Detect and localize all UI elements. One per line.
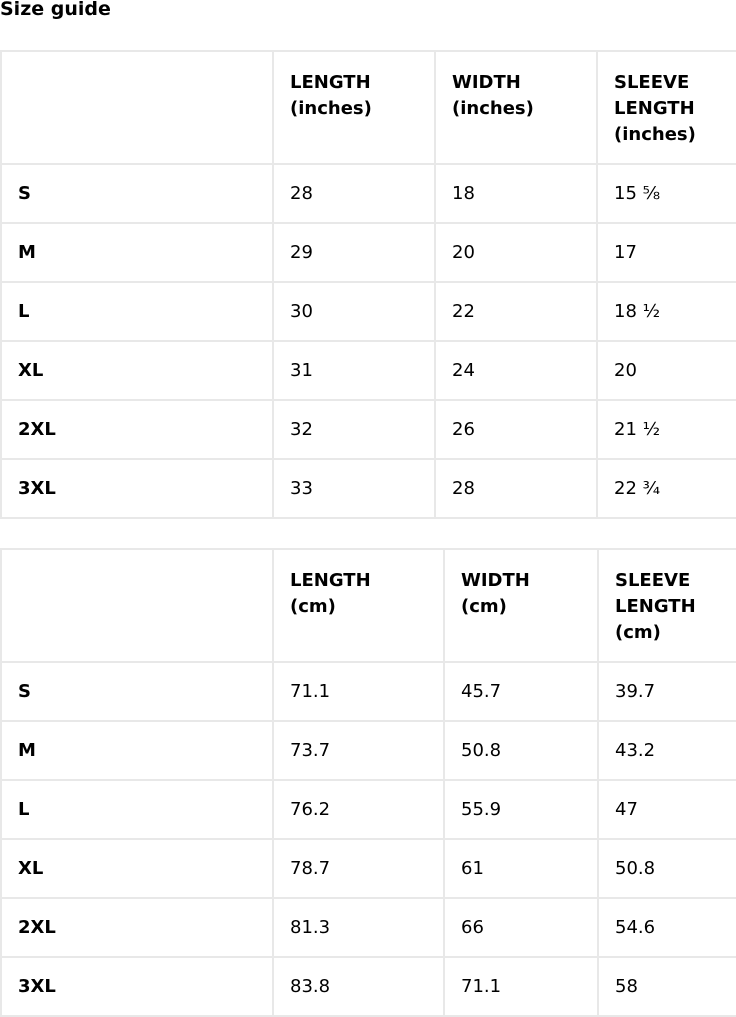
- measurement-cell: 71.1: [272, 661, 445, 722]
- measurement-cell: 50.8: [597, 838, 736, 899]
- column-header: LENGTH (cm): [272, 548, 445, 663]
- size-label: S: [0, 163, 274, 224]
- measurement-cell: 31: [272, 340, 436, 401]
- header-row: LENGTH (cm) WIDTH (cm) SLEEVE LENGTH (cm): [0, 548, 736, 663]
- measurement-cell: 22 ¾: [596, 458, 736, 519]
- measurement-cell: 55.9: [443, 779, 599, 840]
- measurement-cell: 58: [597, 956, 736, 1017]
- measurement-cell: 71.1: [443, 956, 599, 1017]
- size-label: 3XL: [0, 956, 274, 1017]
- measurement-cell: 76.2: [272, 779, 445, 840]
- measurement-cell: 28: [434, 458, 598, 519]
- table-row: 3XL 33 28 22 ¾: [0, 458, 736, 519]
- table-row: S 28 18 15 ⅝: [0, 163, 736, 224]
- table-row: M 29 20 17: [0, 222, 736, 283]
- measurement-cell: 30: [272, 281, 436, 342]
- size-label: L: [0, 779, 274, 840]
- column-header: [0, 50, 274, 165]
- column-header: SLEEVE LENGTH (cm): [597, 548, 736, 663]
- column-header: [0, 548, 274, 663]
- measurement-cell: 15 ⅝: [596, 163, 736, 224]
- size-table-inches: LENGTH (inches) WIDTH (inches) SLEEVE LENGTH(…: [0, 50, 736, 519]
- measurement-cell: 78.7: [272, 838, 445, 899]
- table-row: S 71.1 45.7 39.7: [0, 661, 736, 722]
- measurement-cell: 22: [434, 281, 598, 342]
- size-label: 2XL: [0, 399, 274, 460]
- table-row: XL 78.7 61 50.8: [0, 838, 736, 899]
- measurement-cell: 43.2: [597, 720, 736, 781]
- size-label: M: [0, 720, 274, 781]
- measurement-cell: 66: [443, 897, 599, 958]
- measurement-cell: 24: [434, 340, 598, 401]
- table-row: 2XL 81.3 66 54.6: [0, 897, 736, 958]
- measurement-cell: 50.8: [443, 720, 599, 781]
- size-label: 2XL: [0, 897, 274, 958]
- column-header: SLEEVE LENGTH (inches): [596, 50, 736, 165]
- table-row: M 73.7 50.8 43.2: [0, 720, 736, 781]
- measurement-cell: 61: [443, 838, 599, 899]
- page-title: Size guide: [0, 0, 111, 20]
- column-header: LENGTH (inches): [272, 50, 436, 165]
- size-label: XL: [0, 340, 274, 401]
- measurement-cell: 20: [596, 340, 736, 401]
- measurement-cell: 33: [272, 458, 436, 519]
- measurement-cell: 32: [272, 399, 436, 460]
- measurement-cell: 54.6: [597, 897, 736, 958]
- measurement-cell: 26: [434, 399, 598, 460]
- measurement-cell: 17: [596, 222, 736, 283]
- measurement-cell: 18: [434, 163, 598, 224]
- size-table-cm: LENGTH (cm) WIDTH (cm) SLEEVE LENGTH (cm) S 71.1…: [0, 548, 736, 1017]
- size-label: 3XL: [0, 458, 274, 519]
- measurement-cell: 18 ½: [596, 281, 736, 342]
- measurement-cell: 39.7: [597, 661, 736, 722]
- table-row: L 30 22 18 ½: [0, 281, 736, 342]
- measurement-cell: 29: [272, 222, 436, 283]
- measurement-cell: 83.8: [272, 956, 445, 1017]
- measurement-cell: 47: [597, 779, 736, 840]
- size-label: S: [0, 661, 274, 722]
- measurement-cell: 28: [272, 163, 436, 224]
- size-label: L: [0, 281, 274, 342]
- size-label: XL: [0, 838, 274, 899]
- measurement-cell: 20: [434, 222, 598, 283]
- measurement-cell: 73.7: [272, 720, 445, 781]
- measurement-cell: 81.3: [272, 897, 445, 958]
- size-label: M: [0, 222, 274, 283]
- table-row: XL 31 24 20: [0, 340, 736, 401]
- measurement-cell: 45.7: [443, 661, 599, 722]
- table-row: 3XL 83.8 71.1 58: [0, 956, 736, 1017]
- table-row: L 76.2 55.9 47: [0, 779, 736, 840]
- column-header: WIDTH (inches): [434, 50, 598, 165]
- table-row: 2XL 32 26 21 ½: [0, 399, 736, 460]
- column-header: WIDTH (cm): [443, 548, 599, 663]
- header-row: LENGTH (inches) WIDTH (inches) SLEEVE LENGTH(…: [0, 50, 736, 165]
- measurement-cell: 21 ½: [596, 399, 736, 460]
